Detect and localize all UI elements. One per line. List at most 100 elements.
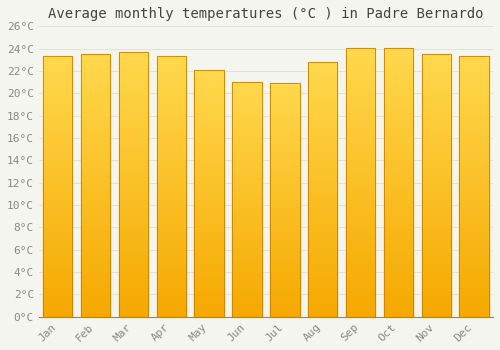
Bar <box>156 69 186 72</box>
Bar <box>81 206 110 209</box>
Bar <box>232 272 262 274</box>
Bar <box>270 282 300 284</box>
Bar <box>460 296 489 299</box>
Bar <box>460 189 489 192</box>
Bar <box>194 262 224 265</box>
Bar <box>156 158 186 161</box>
Bar <box>156 168 186 171</box>
Bar <box>194 124 224 127</box>
Bar <box>270 265 300 268</box>
Bar <box>270 193 300 195</box>
Bar <box>346 231 376 233</box>
Bar <box>308 174 338 177</box>
Bar <box>384 104 413 107</box>
Bar <box>43 163 72 166</box>
Bar <box>384 287 413 290</box>
Bar <box>308 111 338 113</box>
Bar <box>346 145 376 147</box>
Bar <box>43 153 72 155</box>
Bar <box>194 132 224 134</box>
Bar <box>422 162 451 164</box>
Bar <box>43 166 72 168</box>
Bar <box>194 186 224 188</box>
Bar <box>43 98 72 101</box>
Bar <box>118 132 148 134</box>
Bar <box>422 146 451 149</box>
Bar <box>270 237 300 240</box>
Bar <box>384 126 413 128</box>
Bar <box>232 120 262 122</box>
Bar <box>118 229 148 232</box>
Bar <box>156 197 186 199</box>
Bar <box>346 64 376 66</box>
Bar <box>81 170 110 173</box>
Bar <box>308 307 338 309</box>
Bar <box>118 184 148 187</box>
Bar <box>81 80 110 83</box>
Bar <box>118 259 148 261</box>
Bar <box>81 120 110 122</box>
Bar <box>422 170 451 173</box>
Bar <box>43 195 72 197</box>
Bar <box>43 56 72 317</box>
Bar <box>308 235 338 238</box>
Bar <box>346 279 376 282</box>
Bar <box>81 314 110 317</box>
Bar <box>308 238 338 240</box>
Bar <box>232 209 262 211</box>
Bar <box>346 134 376 136</box>
Bar <box>384 150 413 153</box>
Bar <box>346 126 376 128</box>
Bar <box>194 188 224 191</box>
Bar <box>422 86 451 88</box>
Bar <box>308 309 338 312</box>
Bar <box>43 88 72 90</box>
Bar <box>384 314 413 317</box>
Bar <box>118 63 148 65</box>
Bar <box>118 280 148 282</box>
Bar <box>43 181 72 184</box>
Bar <box>346 293 376 295</box>
Bar <box>194 260 224 262</box>
Bar <box>232 300 262 303</box>
Bar <box>346 83 376 85</box>
Bar <box>270 184 300 186</box>
Bar <box>194 258 224 260</box>
Bar <box>308 116 338 118</box>
Bar <box>422 57 451 60</box>
Bar <box>308 88 338 90</box>
Bar <box>232 251 262 253</box>
Bar <box>118 118 148 121</box>
Bar <box>118 113 148 116</box>
Bar <box>308 105 338 108</box>
Bar <box>384 120 413 123</box>
Bar <box>422 122 451 125</box>
Bar <box>384 161 413 163</box>
Bar <box>81 128 110 130</box>
Bar <box>460 246 489 249</box>
Bar <box>232 305 262 307</box>
Bar <box>308 261 338 263</box>
Bar <box>43 127 72 130</box>
Bar <box>194 208 224 211</box>
Bar <box>118 129 148 132</box>
Bar <box>81 144 110 146</box>
Bar <box>422 264 451 267</box>
Bar <box>422 257 451 259</box>
Bar <box>460 306 489 309</box>
Bar <box>346 303 376 306</box>
Bar <box>194 92 224 94</box>
Bar <box>118 100 148 102</box>
Bar <box>308 93 338 95</box>
Bar <box>346 166 376 169</box>
Bar <box>194 176 224 178</box>
Bar <box>81 91 110 93</box>
Bar <box>232 286 262 289</box>
Bar <box>232 303 262 305</box>
Bar <box>81 180 110 183</box>
Bar <box>422 109 451 112</box>
Bar <box>346 123 376 126</box>
Bar <box>118 214 148 216</box>
Bar <box>308 220 338 223</box>
Bar <box>43 223 72 226</box>
